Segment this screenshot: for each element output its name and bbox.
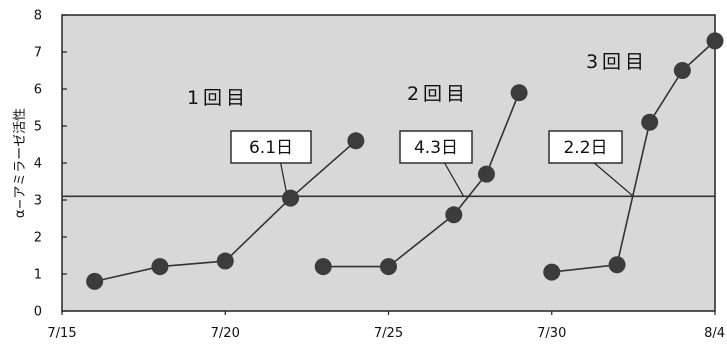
data-point (314, 258, 332, 276)
y-tick-label: 2 (34, 231, 42, 246)
y-tick-label: 8 (34, 9, 42, 24)
data-point (380, 258, 397, 276)
callout-label: 6.1日 (249, 138, 293, 158)
data-point (347, 132, 365, 150)
data-point (706, 32, 724, 50)
y-tick-label: 3 (34, 194, 42, 209)
data-point (510, 84, 528, 102)
x-tick-label: 8/4 (704, 326, 725, 341)
callout-leader (444, 162, 465, 197)
series-name-label: 2回目 (407, 83, 469, 105)
callout-box (230, 130, 312, 164)
callout-box (399, 130, 473, 164)
series-name-label: 3回目 (586, 51, 648, 73)
x-tick-label: 7/25 (374, 326, 403, 341)
data-point (608, 256, 626, 274)
data-point (216, 252, 234, 270)
y-axis-label: α−アミラーゼ活性 (13, 108, 28, 218)
data-point (282, 189, 300, 207)
y-tick-label: 6 (34, 83, 42, 98)
callout-label: 4.3日 (414, 138, 458, 158)
series-name-label: 1回目 (187, 87, 249, 109)
data-point (641, 113, 659, 131)
callout-leader (280, 162, 288, 197)
x-tick-label: 7/30 (537, 326, 566, 341)
y-tick-label: 4 (34, 157, 42, 172)
y-tick-label: 0 (34, 305, 42, 320)
y-tick-label: 7 (34, 46, 42, 61)
data-point (86, 272, 104, 290)
data-point (673, 62, 691, 79)
data-point (543, 263, 561, 281)
callout-box (548, 130, 623, 164)
data-point (477, 165, 495, 183)
data-point (151, 258, 169, 276)
y-tick-label: 1 (34, 268, 42, 283)
data-point (445, 206, 463, 224)
callout-leader (593, 162, 634, 197)
x-tick-label: 7/20 (211, 326, 240, 341)
callout-label: 2.2日 (563, 138, 607, 158)
x-tick-label: 7/15 (47, 326, 76, 341)
y-tick-label: 5 (34, 120, 42, 135)
